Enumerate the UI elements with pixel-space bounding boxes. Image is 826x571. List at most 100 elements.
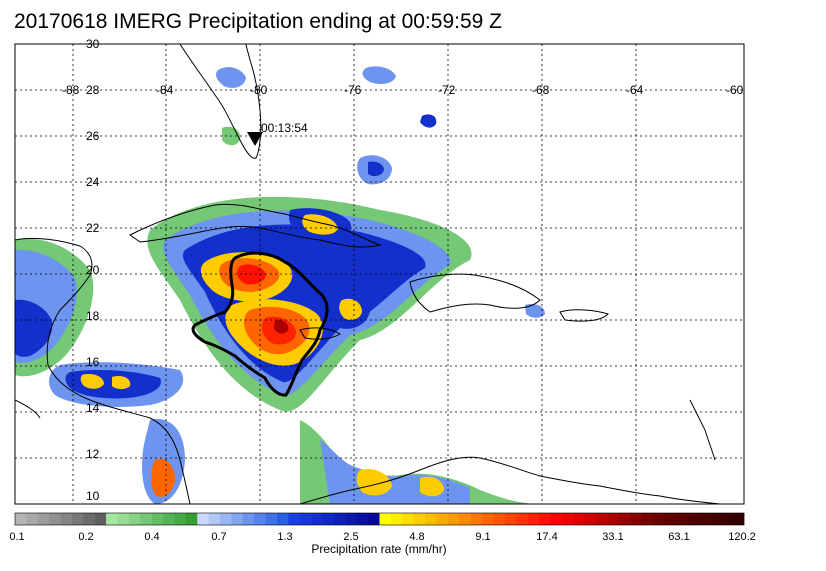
colorbar-swatch [607, 513, 619, 525]
lon-label: -72 [438, 83, 456, 97]
longitude-labels: -88 -84 -80 -76 -72 -68 -64 -60 [62, 83, 744, 97]
colorbar-swatch [254, 513, 266, 525]
colorbar-swatch [128, 513, 141, 525]
colorbar-swatch [516, 513, 528, 525]
colorbar-swatch [675, 513, 688, 525]
lat-label: 28 [86, 83, 100, 97]
colorbar-tick-label: 33.1 [602, 531, 623, 543]
colorbar-swatch [425, 513, 437, 525]
precipitation-field [15, 66, 545, 504]
colorbar-swatch [71, 513, 84, 525]
colorbar-title: Precipitation rate (mm/hr) [311, 542, 446, 556]
colorbar-swatch [288, 513, 301, 525]
lat-label: 14 [86, 401, 100, 415]
colorbar-swatch [197, 513, 209, 525]
colorbar-swatch [140, 513, 152, 525]
colorbar-swatch [26, 513, 39, 525]
colorbar-swatch [504, 513, 517, 525]
map-title: 20170618 IMERG Precipitation ending at 0… [14, 10, 502, 33]
colorbar [15, 513, 745, 525]
lon-label: -80 [250, 83, 268, 97]
colorbar-swatch [185, 513, 198, 525]
lat-label: 22 [86, 221, 100, 235]
colorbar-swatch [390, 513, 403, 525]
lat-label: 24 [86, 175, 100, 189]
colorbar-swatch [231, 513, 244, 525]
colorbar-swatch [94, 513, 107, 525]
colorbar-swatch [482, 513, 494, 525]
colorbar-tick-label: 0.2 [78, 531, 93, 543]
storm-marker-time: 00:13:54 [261, 121, 308, 135]
colorbar-tick-label: 0.1 [9, 531, 24, 543]
colorbar-swatch [356, 513, 369, 525]
colorbar-swatch [345, 513, 358, 525]
colorbar-swatch [436, 513, 449, 525]
lat-label: 12 [86, 447, 100, 461]
lat-label: 16 [86, 355, 100, 369]
colorbar-tick-label: 2.5 [343, 531, 358, 543]
colorbar-swatch [402, 513, 414, 525]
colorbar-swatch [618, 513, 631, 525]
colorbar-swatch [584, 513, 597, 525]
colorbar-swatch [208, 513, 221, 525]
lon-label: -68 [532, 83, 550, 97]
colorbar-swatch [538, 513, 551, 525]
colorbar-swatch [470, 513, 483, 525]
lon-label: -60 [726, 83, 744, 97]
colorbar-tick-label: 0.4 [144, 531, 159, 543]
colorbar-swatch [379, 513, 392, 525]
colorbar-swatch [698, 513, 711, 525]
colorbar-swatch [83, 513, 96, 525]
colorbar-swatch [37, 513, 50, 525]
colorbar-swatch [709, 513, 722, 525]
lon-label: -84 [156, 83, 174, 97]
colorbar-swatch [242, 513, 255, 525]
colorbar-swatch [447, 513, 460, 525]
colorbar-swatch [163, 513, 175, 525]
colorbar-swatch [265, 513, 278, 525]
coastlines [15, 44, 721, 504]
colorbar-swatch [550, 513, 563, 525]
storm-track-outline [191, 251, 329, 397]
colorbar-swatch [151, 513, 164, 525]
colorbar-tick-label: 1.3 [277, 531, 292, 543]
colorbar-swatch [459, 513, 471, 525]
colorbar-swatch [368, 513, 380, 525]
colorbar-swatch [174, 513, 187, 525]
colorbar-swatch [60, 513, 73, 525]
lon-label: -88 [62, 83, 80, 97]
lat-label: 26 [86, 129, 100, 143]
colorbar-tick-label: 17.4 [536, 531, 557, 543]
colorbar-swatch [106, 513, 118, 525]
colorbar-swatch [333, 513, 346, 525]
colorbar-tick-label: 0.7 [211, 531, 226, 543]
colorbar-tick-label: 63.1 [668, 531, 689, 543]
colorbar-swatch [687, 513, 699, 525]
colorbar-swatch [573, 513, 585, 525]
lat-label: 30 [86, 37, 100, 51]
colorbar-swatch [664, 513, 676, 525]
colorbar-swatch [220, 513, 232, 525]
map-grid [15, 44, 744, 504]
storm-marker-icon [247, 132, 263, 146]
lon-label: -76 [344, 83, 362, 97]
colorbar-swatch [117, 513, 130, 525]
lat-label: 20 [86, 263, 100, 277]
colorbar-tick-label: 4.8 [409, 531, 424, 543]
colorbar-swatch [721, 513, 733, 525]
colorbar-swatch [322, 513, 335, 525]
colorbar-frame [14, 512, 745, 526]
colorbar-swatch [595, 513, 608, 525]
lat-label: 10 [86, 489, 100, 503]
colorbar-swatch [732, 513, 745, 525]
colorbar-swatch [311, 513, 323, 525]
colorbar-swatch [630, 513, 642, 525]
plot-frame [14, 43, 745, 505]
colorbar-swatch [641, 513, 654, 525]
colorbar-tick-label: 9.1 [475, 531, 490, 543]
lat-label: 18 [86, 309, 100, 323]
colorbar-swatch [15, 513, 27, 525]
colorbar-swatch [299, 513, 312, 525]
colorbar-swatch [413, 513, 426, 525]
